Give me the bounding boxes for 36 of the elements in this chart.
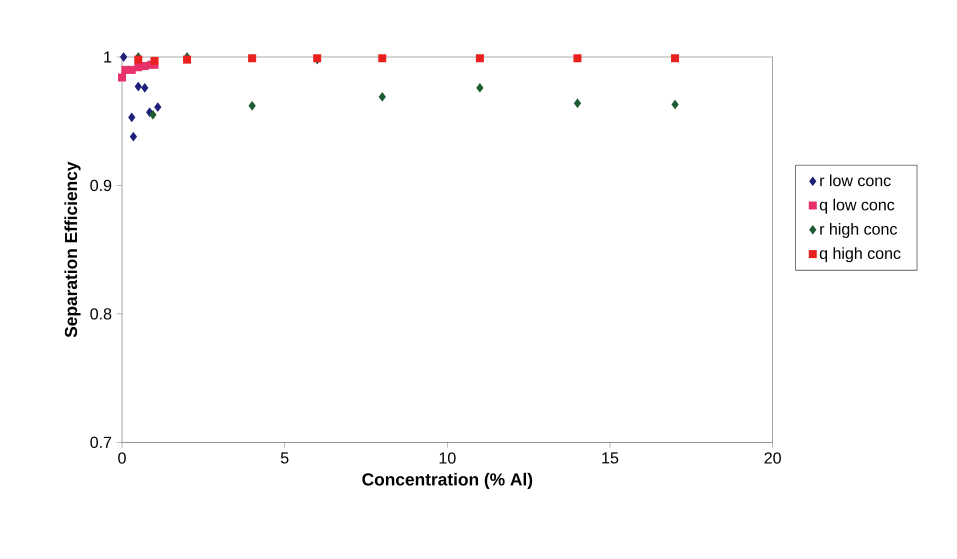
point: [378, 54, 386, 62]
point: [671, 54, 680, 62]
x-tick-label: 20: [764, 452, 781, 464]
x-tick-label: 5: [280, 452, 288, 464]
point: [134, 82, 142, 92]
point: [248, 101, 256, 110]
y-tick-label: 0.9: [90, 180, 112, 192]
point: [118, 74, 126, 82]
x-tick-label: 0: [118, 452, 126, 464]
legend-label: q high conc: [820, 247, 901, 262]
point: [476, 83, 484, 92]
point: [149, 110, 156, 120]
point: [130, 132, 137, 142]
point: [248, 54, 256, 62]
legend-label: r high conc: [820, 223, 897, 238]
y-axis-title: Separation Efficiency: [64, 162, 81, 338]
point: [378, 92, 386, 102]
x-tick-label: 10: [440, 452, 456, 464]
y-tick-label: 1: [104, 52, 112, 62]
point: [671, 100, 679, 110]
legend-label: q low conc: [820, 198, 894, 214]
y-tick-label: 0.8: [90, 308, 112, 320]
point: [476, 54, 484, 62]
x-axis-title: Concentration (% Al): [362, 472, 532, 490]
y-tick-label: 0.7: [90, 436, 112, 448]
x-tick-label: 15: [602, 452, 618, 464]
legend-label: r low conc: [820, 174, 891, 186]
point: [128, 112, 136, 122]
point: [154, 102, 162, 112]
point: [141, 83, 148, 92]
point: [573, 54, 582, 62]
point: [574, 98, 582, 108]
point: [183, 56, 192, 64]
point: [150, 56, 159, 65]
point: [120, 52, 128, 62]
point: [134, 56, 142, 64]
